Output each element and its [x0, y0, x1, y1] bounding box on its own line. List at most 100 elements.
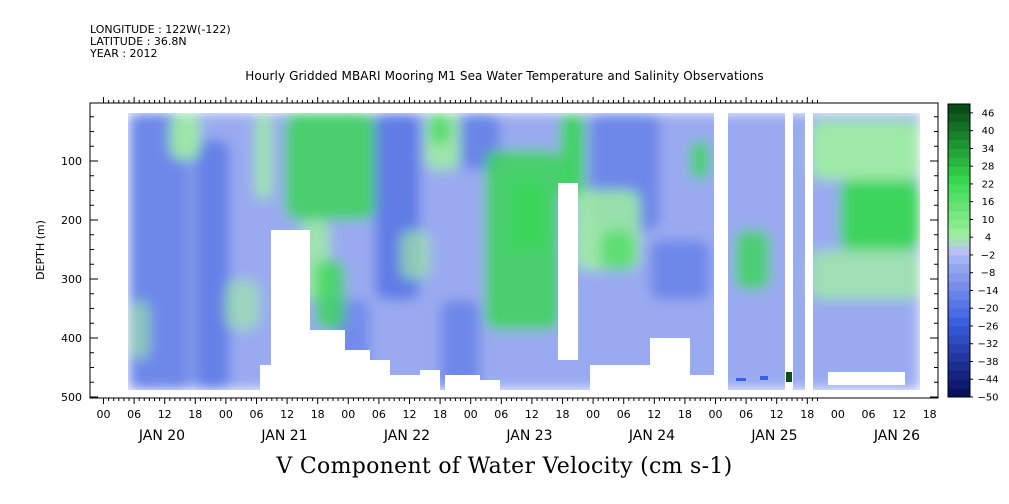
colorbar-band [948, 290, 970, 300]
colorbar: −50 −44 −38 −32 −26 −20 −14 −8 −2 4 10 16 22 28 34 40 46 [947, 103, 999, 404]
colorbar-band [948, 334, 970, 345]
x-day-label: JAN 24 [628, 428, 675, 444]
x-day-label: JAN 23 [505, 428, 552, 444]
colorbar-label: −32 [977, 339, 998, 350]
x-tick-label: 00 [709, 408, 723, 421]
colorbar-band [948, 210, 970, 220]
latitude-label: LATITUDE : 36.8N [90, 35, 187, 48]
missing-data-16 [650, 338, 690, 398]
y-tick-label: 500 [61, 391, 82, 404]
field-patch-14 [430, 113, 450, 145]
x-tick-label: 00 [97, 408, 111, 421]
colorbar-band [948, 281, 970, 291]
x-tick-label: 00 [831, 408, 845, 421]
colorbar-band [948, 361, 970, 371]
colorbar-band [948, 175, 970, 185]
missing-data-17 [690, 375, 714, 398]
velocity-field [128, 113, 920, 390]
colorbar-band [948, 237, 970, 247]
missing-data-18 [805, 113, 813, 398]
x-tick-label: 12 [525, 408, 539, 421]
colorbar-frame [947, 103, 971, 398]
x-tick-label: 00 [586, 408, 600, 421]
colorbar-band [948, 272, 970, 283]
missing-data-19 [828, 372, 905, 385]
missing-data-15 [590, 365, 650, 398]
missing-data-10 [370, 360, 390, 398]
metadata-block: LONGITUDE : 122W(-122) LATITUDE : 36.8N … [90, 24, 231, 60]
missing-data-8 [310, 330, 345, 398]
colorbar-band [948, 246, 970, 256]
x-tick-label: 06 [127, 408, 141, 421]
missing-data-2 [90, 103, 938, 113]
x-day-label: JAN 22 [383, 428, 430, 444]
colorbar-label: −44 [977, 375, 998, 386]
missing-data-regions [90, 103, 938, 398]
x-tick-label: 12 [403, 408, 417, 421]
x-tick-label: 18 [188, 408, 202, 421]
field-patch-9 [255, 113, 272, 200]
colorbar-band [948, 157, 970, 167]
colorbar-band [948, 219, 970, 229]
missing-data-4 [714, 113, 728, 398]
colorbar-label: 16 [982, 197, 995, 208]
x-tick-label: 18 [923, 408, 937, 421]
plot-frame [89, 102, 939, 399]
x-tick-label: 12 [647, 408, 661, 421]
x-day-label: JAN 25 [750, 428, 797, 444]
colorbar-band [948, 343, 970, 354]
colorbar-label: −20 [977, 304, 998, 315]
missing-data-3 [90, 390, 938, 398]
missing-data-11 [390, 375, 420, 398]
colorbar-label: 28 [982, 162, 995, 173]
colorbar-band [948, 166, 970, 176]
field-patch-26 [225, 280, 260, 330]
longitude-label: LONGITUDE : 122W(-122) [90, 23, 231, 36]
colorbar-band [948, 183, 970, 194]
year-label: YEAR : 2012 [90, 47, 158, 60]
colorbar-label: −14 [977, 286, 998, 297]
field-patch-22 [810, 120, 920, 180]
y-tick-label: 400 [61, 332, 82, 345]
y-tick-label: 100 [61, 155, 82, 168]
missing-data-12 [420, 370, 440, 398]
missing-data-13 [445, 375, 480, 398]
colorbar-label: −38 [977, 357, 998, 368]
colorbar-band [948, 317, 970, 327]
colorbar-label: 4 [985, 233, 991, 244]
colorbar-band [948, 352, 970, 362]
colorbar-label: 10 [982, 215, 995, 226]
field-patch-24 [810, 250, 920, 300]
colorbar-label: 34 [982, 144, 995, 155]
chart-title: Hourly Gridded MBARI Mooring M1 Sea Wate… [245, 69, 764, 83]
field-patch-27 [400, 230, 430, 280]
x-tick-label: 00 [341, 408, 355, 421]
x-day-label: JAN 21 [260, 428, 307, 444]
colorbar-band [948, 148, 970, 158]
x-tick-label: 00 [464, 408, 478, 421]
x-tick-label: 18 [433, 408, 447, 421]
field-speck-2 [786, 372, 792, 382]
colorbar-band [948, 308, 970, 318]
x-tick-label: 06 [862, 408, 876, 421]
field-patch-25 [130, 300, 150, 360]
y-tick-label: 300 [61, 273, 82, 286]
missing-data-5 [785, 113, 793, 398]
axes: 00 06 12 18 00 06 12 18 00 06 12 18 00 06 12 18 00 06 12 18… [61, 97, 938, 444]
missing-data-1 [920, 103, 938, 398]
x-tick-label: 18 [800, 408, 814, 421]
colorbar-band [948, 139, 970, 149]
x-tick-label: 18 [556, 408, 570, 421]
field-patch-21 [735, 230, 770, 290]
colorbar-band [948, 370, 970, 380]
field-patch-20 [690, 140, 710, 180]
missing-data-14 [558, 183, 578, 360]
colorbar-band [948, 112, 970, 123]
field-patch-17 [560, 113, 585, 200]
colorbar-band [948, 228, 970, 238]
field-patch-6 [650, 240, 710, 300]
x-tick-label: 18 [311, 408, 325, 421]
colorbar-band [948, 104, 970, 114]
colorbar-label: −26 [977, 321, 998, 332]
